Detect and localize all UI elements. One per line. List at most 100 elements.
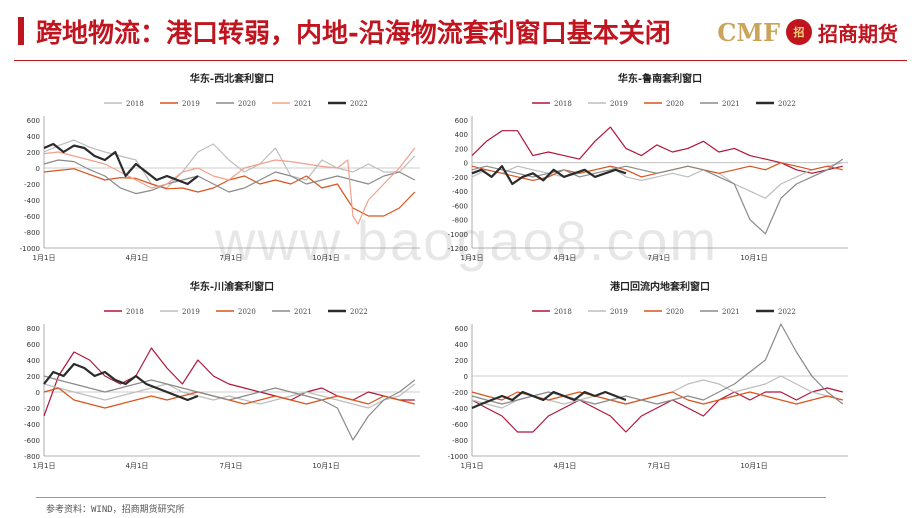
chart-title: 华东-鲁南套利窗口: [618, 72, 702, 85]
legend-label-2021: 2021: [294, 100, 312, 108]
series-line-2020: [43, 159, 416, 195]
x-tick-label: 4月1日: [554, 462, 577, 470]
page-title: 跨地物流：港口转弱，内地-沿海物流套利窗口基本关闭: [36, 19, 671, 49]
y-tick-label: 200: [27, 149, 40, 157]
series-line-2021: [43, 375, 416, 441]
y-tick-label: -600: [24, 437, 40, 445]
series-line-2018: [471, 387, 843, 433]
logo: CMF 招 招商期货: [717, 16, 898, 48]
y-tick-label: -200: [24, 405, 40, 413]
legend-label-2018: 2018: [554, 100, 572, 108]
y-tick-label: 200: [455, 357, 468, 365]
title-accent-bar: [18, 17, 24, 45]
series-line-2018: [43, 139, 416, 189]
y-tick-label: -400: [452, 405, 468, 413]
y-tick-label: 600: [455, 325, 468, 333]
y-tick-label: -600: [452, 202, 468, 210]
y-tick-label: -200: [452, 389, 468, 397]
series-line-2019: [43, 383, 416, 409]
legend-label-2022: 2022: [350, 308, 368, 316]
x-tick-label: 10月1日: [312, 254, 339, 262]
y-tick-label: -600: [24, 213, 40, 221]
y-tick-label: -800: [24, 453, 40, 461]
y-tick-label: -200: [24, 181, 40, 189]
y-tick-label: 400: [27, 357, 40, 365]
y-tick-label: -1200: [448, 245, 468, 253]
watermark: www.baogao8.com: [215, 209, 719, 272]
logo-badge-icon: 招: [786, 19, 812, 45]
y-tick-label: 800: [27, 325, 40, 333]
legend-label-2020: 2020: [666, 100, 684, 108]
legend-label-2022: 2022: [778, 100, 796, 108]
chart-east-lunan: 华东-鲁南套利窗口 2018 2019 2020 2021 2022 600 400 200 0 -…: [448, 72, 848, 262]
x-tick-label: 7月1日: [220, 462, 243, 470]
legend-label-2021: 2021: [722, 100, 740, 108]
series-line-2022: [471, 390, 627, 410]
y-tick-label: 200: [455, 145, 468, 153]
y-tick-label: -400: [24, 197, 40, 205]
x-tick-label: 7月1日: [648, 462, 671, 470]
y-tick-label: -800: [452, 217, 468, 225]
series-line-2019: [471, 162, 843, 199]
series-line-2018: [471, 126, 843, 174]
y-tick-label: 400: [455, 131, 468, 139]
legend-label-2019: 2019: [182, 308, 200, 316]
x-tick-label: 1月1日: [461, 462, 484, 470]
y-tick-label: -1000: [448, 453, 468, 461]
legend-label-2018: 2018: [554, 308, 572, 316]
footer-divider: [36, 497, 826, 498]
chart-title: 港口回流内地套利窗口: [610, 280, 710, 293]
y-tick-label: 0: [464, 373, 468, 381]
source-note: 参考资料：WIND，招商期货研究所: [46, 505, 185, 515]
legend-label-2019: 2019: [610, 308, 628, 316]
series-line-2021: [43, 147, 416, 225]
series-line-2021: [471, 323, 844, 405]
x-tick-label: 4月1日: [126, 462, 149, 470]
y-tick-label: 600: [455, 117, 468, 125]
legend-label-2020: 2020: [238, 100, 256, 108]
series-line-2022: [471, 165, 627, 186]
legend-label-2020: 2020: [666, 308, 684, 316]
y-tick-label: -1000: [20, 245, 40, 253]
header: 跨地物流：港口转弱，内地-沿海物流套利窗口基本关闭 CMF 招 招商期货: [0, 8, 920, 54]
x-tick-label: 10月1日: [312, 462, 339, 470]
x-tick-label: 1月1日: [33, 254, 56, 262]
chart-title: 华东-川渝套利窗口: [190, 280, 274, 293]
x-tick-label: 1月1日: [33, 462, 56, 470]
y-tick-label: -200: [452, 174, 468, 182]
series-line-2021: [471, 158, 844, 235]
x-tick-label: 4月1日: [126, 254, 149, 262]
y-tick-label: 200: [27, 373, 40, 381]
legend-label-2022: 2022: [350, 100, 368, 108]
x-tick-label: 7月1日: [648, 254, 671, 262]
y-tick-label: -1000: [448, 231, 468, 239]
y-tick-label: -400: [24, 421, 40, 429]
chart-port-inland: 港口回流内地套利窗口 2018 2019 2020 2021 2022 600 400 200 0…: [448, 280, 848, 470]
header-divider: [14, 60, 907, 61]
legend-label-2021: 2021: [294, 308, 312, 316]
legend-label-2022: 2022: [778, 308, 796, 316]
logo-company-name: 招商期货: [818, 21, 898, 46]
y-tick-label: -800: [24, 229, 40, 237]
series-line-2019: [471, 375, 843, 409]
legend-label-2018: 2018: [126, 308, 144, 316]
series-line-2022: [43, 142, 199, 186]
chart-east-chuanyu: 华东-川渝套利窗口 2018 2019 2020 2021 2022 800 600 400 20…: [24, 280, 420, 470]
chart-east-northwest: 华东-西北套利窗口 2018 2019 2020 2021 2022 600 400 200 0 -…: [20, 72, 420, 262]
x-tick-label: 10月1日: [740, 462, 767, 470]
y-tick-label: -600: [452, 421, 468, 429]
legend-label-2020: 2020: [238, 308, 256, 316]
y-tick-label: 0: [464, 160, 468, 168]
y-tick-label: 600: [27, 117, 40, 125]
y-tick-label: 600: [27, 341, 40, 349]
x-tick-label: 1月1日: [461, 254, 484, 262]
series-line-2022: [43, 362, 199, 402]
x-tick-label: 4月1日: [554, 254, 577, 262]
y-tick-label: 400: [27, 133, 40, 141]
legend-label-2019: 2019: [182, 100, 200, 108]
logo-cmf-text: CMF: [717, 17, 780, 47]
legend-label-2018: 2018: [126, 100, 144, 108]
x-tick-label: 7月1日: [220, 254, 243, 262]
y-tick-label: 400: [455, 341, 468, 349]
y-tick-label: -800: [452, 437, 468, 445]
